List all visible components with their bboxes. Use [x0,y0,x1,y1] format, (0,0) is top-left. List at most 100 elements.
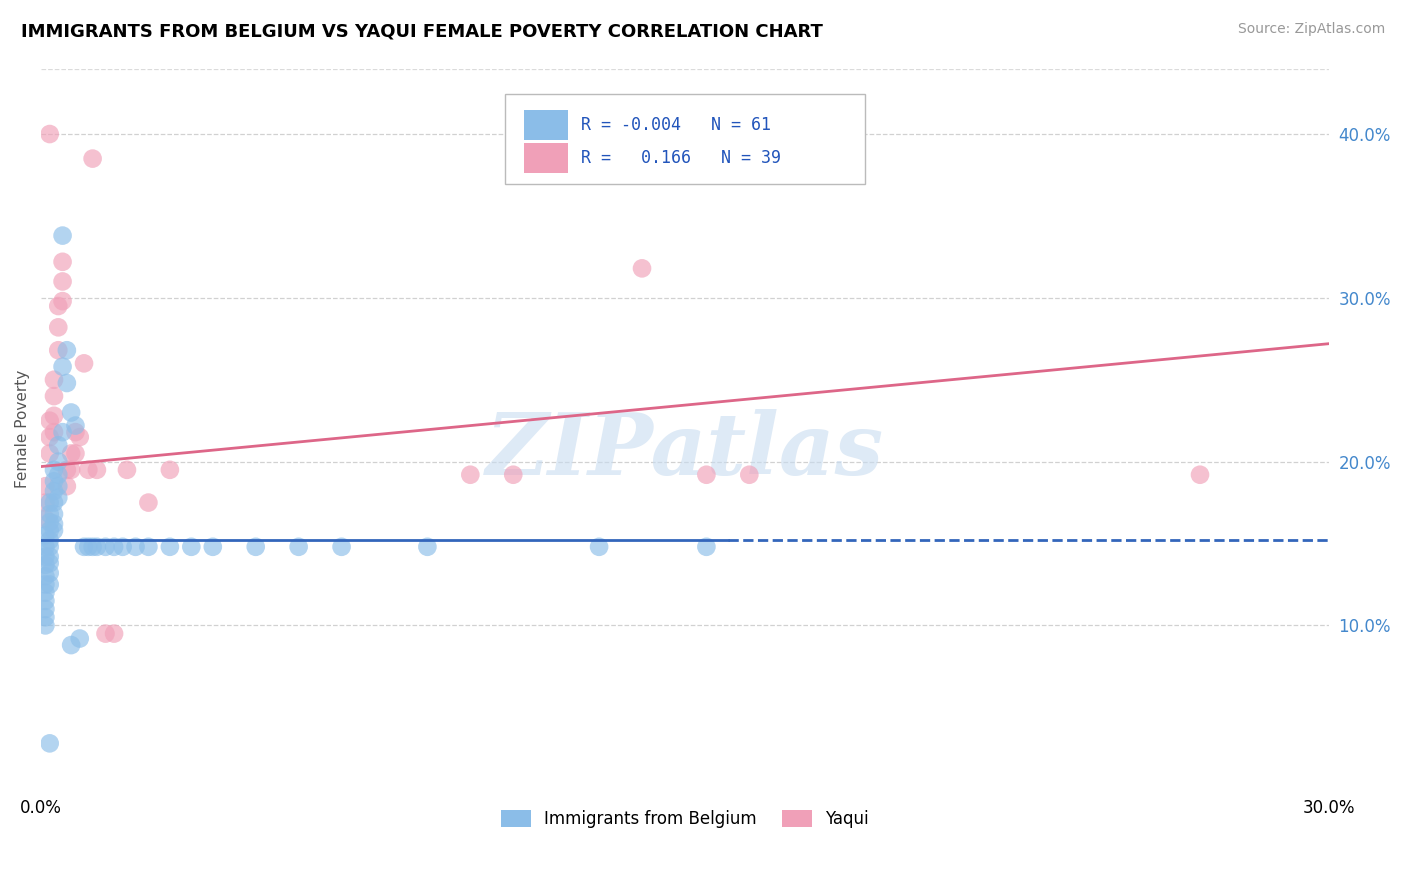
Point [46,479,69,493]
Point [34,610,56,624]
Point [65,446,87,460]
Point [69,632,91,646]
Point [115,463,138,477]
Text: R = -0.004   N = 61: R = -0.004 N = 61 [581,116,770,134]
Point [42,389,65,403]
FancyBboxPatch shape [524,143,568,173]
Point [82,540,104,554]
Point [588,540,610,554]
Point [52,275,75,289]
Point [42,409,65,423]
Point [69,430,91,444]
Point [124,540,146,554]
Point [56,376,79,390]
Point [38,577,60,591]
Point [42,425,65,439]
Point [38,524,60,538]
Point [60,446,83,460]
Point [38,430,60,444]
Point [94,540,117,554]
Point [38,515,60,529]
Point [34,512,56,526]
FancyBboxPatch shape [524,110,568,140]
Legend: Immigrants from Belgium, Yaqui: Immigrants from Belgium, Yaqui [495,804,876,835]
Point [159,463,181,477]
Point [38,414,60,428]
Point [52,359,75,374]
Point [201,540,224,554]
Point [34,528,56,542]
Point [56,479,79,493]
Point [86,463,108,477]
Point [502,467,524,482]
Point [38,549,60,564]
Text: IMMIGRANTS FROM BELGIUM VS YAQUI FEMALE POVERTY CORRELATION CHART: IMMIGRANTS FROM BELGIUM VS YAQUI FEMALE … [21,22,823,40]
Point [46,320,69,334]
Point [631,261,654,276]
Point [56,343,79,358]
Point [138,495,160,509]
Point [695,540,717,554]
Point [695,467,717,482]
Point [738,467,761,482]
Point [60,463,83,477]
Point [103,540,125,554]
Point [42,373,65,387]
Point [38,127,60,141]
Point [42,484,65,499]
Point [34,549,56,564]
Point [52,294,75,309]
Point [46,467,69,482]
Point [34,569,56,583]
Point [46,491,69,505]
Point [103,626,125,640]
Point [73,540,96,554]
Point [245,540,267,554]
Point [416,540,439,554]
Point [330,540,353,554]
FancyBboxPatch shape [505,94,865,184]
Point [34,618,56,632]
Point [287,540,309,554]
Point [46,455,69,469]
Text: R =   0.166   N = 39: R = 0.166 N = 39 [581,149,780,167]
Point [73,356,96,370]
Point [46,438,69,452]
Point [38,556,60,570]
Point [38,540,60,554]
Point [38,736,60,750]
Point [38,533,60,548]
Point [38,566,60,580]
Point [460,467,482,482]
Point [60,638,83,652]
Point [82,152,104,166]
Point [60,405,83,419]
Point [42,475,65,489]
Point [38,507,60,521]
Point [34,594,56,608]
Point [38,446,60,460]
Y-axis label: Female Poverty: Female Poverty [15,370,30,488]
Point [38,495,60,509]
Point [34,585,56,599]
Point [56,463,79,477]
Point [34,558,56,572]
Point [34,495,56,509]
Point [65,425,87,439]
Point [52,425,75,439]
Point [34,540,56,554]
Point [1188,467,1211,482]
Point [42,516,65,531]
Point [42,495,65,509]
Point [52,228,75,243]
Point [111,540,134,554]
Text: Source: ZipAtlas.com: Source: ZipAtlas.com [1237,22,1385,37]
Text: ZIPatlas: ZIPatlas [486,409,884,492]
Point [52,254,75,268]
Point [46,343,69,358]
Point [77,540,100,554]
Point [42,463,65,477]
Point [77,463,100,477]
Point [86,540,108,554]
Point [180,540,202,554]
